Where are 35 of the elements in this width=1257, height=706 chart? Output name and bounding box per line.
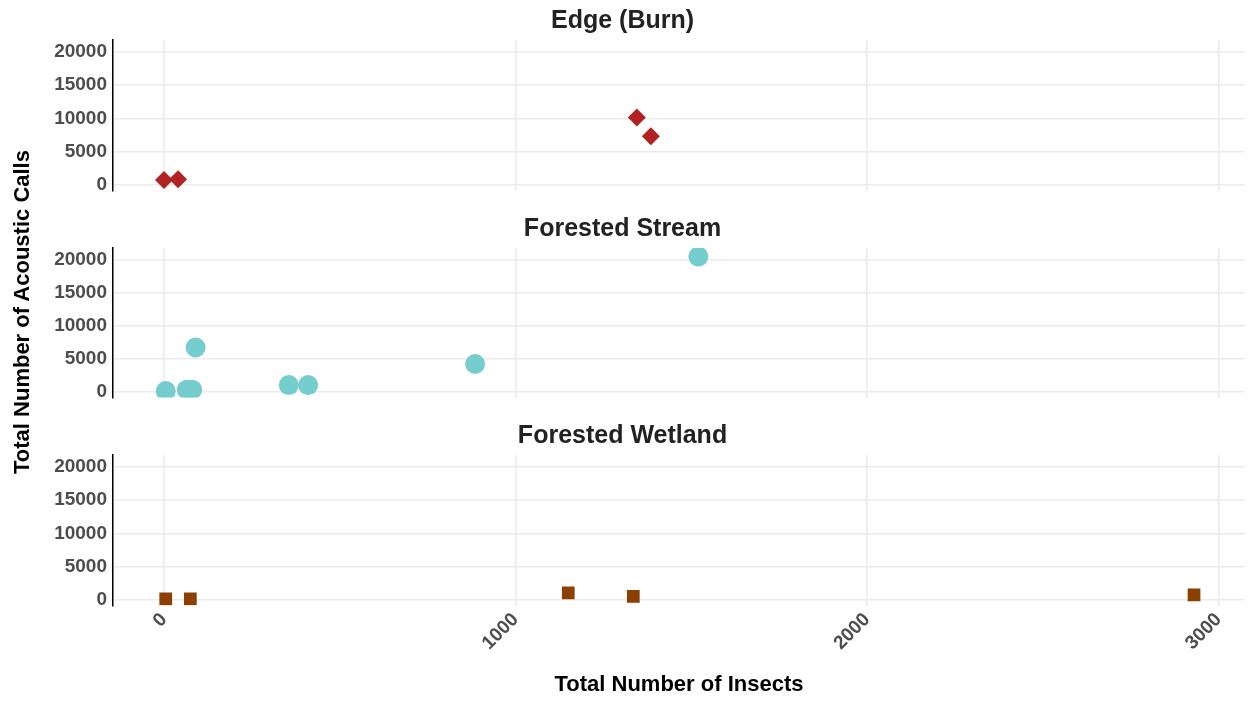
point — [641, 127, 660, 146]
point — [159, 592, 173, 606]
chart-title: Forested Stream — [523, 212, 722, 241]
point — [627, 108, 646, 127]
point — [183, 592, 197, 606]
point — [278, 375, 299, 396]
point — [185, 337, 206, 358]
y-tick-label: 20000 — [54, 455, 107, 477]
point — [465, 353, 486, 374]
y-tick-label: 10000 — [54, 521, 107, 543]
y-tick-label: 20000 — [54, 40, 107, 62]
point — [154, 170, 173, 189]
y-tick-label: 5000 — [64, 346, 107, 368]
y-tick-label: 20000 — [54, 248, 107, 270]
y-tick-label: 5000 — [64, 139, 107, 161]
point — [182, 379, 203, 398]
y-tick-label: 15000 — [54, 73, 107, 95]
point — [688, 248, 709, 267]
chart-title: Forested Wetland — [517, 419, 728, 448]
x-tick-label: 0 — [148, 608, 171, 631]
y-tick-label: 5000 — [64, 554, 107, 576]
y-tick-label: 15000 — [54, 488, 107, 510]
point — [561, 586, 575, 600]
y-tick-label: 15000 — [54, 281, 107, 303]
point — [169, 170, 188, 189]
point — [298, 375, 319, 396]
y-axis-title: Total Number of Acoustic Calls — [9, 149, 35, 474]
y-tick-label: 10000 — [54, 314, 107, 335]
x-axis-title: Total Number of Insects — [554, 670, 804, 696]
chart-title: Edge (Burn) — [550, 4, 695, 33]
point — [626, 589, 640, 603]
y-tick-label: 0 — [96, 172, 107, 194]
y-tick-label: 0 — [96, 587, 107, 609]
y-tick-label: 10000 — [54, 106, 107, 128]
y-tick-label: 0 — [96, 379, 107, 401]
